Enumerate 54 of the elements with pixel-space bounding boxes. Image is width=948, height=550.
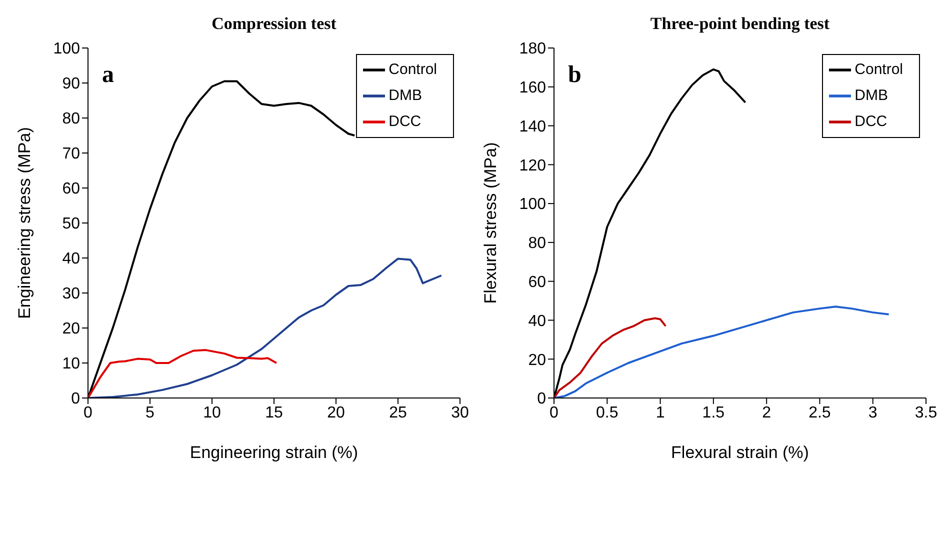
legend-label: Control [388,61,437,78]
y-tick-label: 160 [519,80,546,97]
legend-label: DCC [854,113,888,130]
y-tick-label: 140 [519,118,546,136]
y-axis-title: Engineering stress (MPa) [15,127,34,319]
x-tick-label: 15 [265,404,283,422]
x-axis-title: Flexural strain (%) [671,443,809,462]
x-tick-label: 25 [389,404,407,422]
y-tick-label: 100 [519,196,546,214]
chart-title: Three-point bending test [649,14,831,34]
y-tick-label: 40 [528,312,546,330]
y-tick-label: 80 [62,110,80,128]
x-tick-label: 5 [146,404,155,422]
y-tick-label: 0 [71,390,80,408]
annotation: a [102,62,114,89]
x-tick-label: 20 [327,404,345,422]
y-tick-label: 50 [62,216,80,233]
x-tick-label: 2 [762,404,772,422]
y-axis-title: Flexural stress (MPa) [481,142,500,304]
annotation: b [568,62,582,89]
x-axis-title: Engineering strain (%) [190,443,358,462]
y-tick-label: 40 [62,250,80,268]
y-tick-label: 70 [62,146,80,163]
line-series [88,349,278,398]
x-tick-label: 2.5 [808,404,831,422]
x-tick-label: 1.5 [702,404,725,422]
y-tick-label: 20 [528,352,546,369]
legend-label: DMB [854,87,888,104]
x-tick-label: 0.5 [596,404,618,422]
legend-label: DCC [388,113,422,130]
x-tick-label: 0 [550,404,559,422]
x-tick-label: 3.5 [914,404,938,422]
x-tick-label: 10 [203,404,221,422]
legend-label: DMB [388,87,422,104]
y-tick-label: 0 [537,390,546,408]
line-series [554,306,890,398]
y-tick-label: 80 [528,235,546,252]
x-tick-label: 30 [451,404,469,422]
y-tick-label: 120 [519,157,546,174]
legend-label: Control [854,61,903,78]
y-tick-label: 180 [519,40,546,58]
y-tick-label: 60 [528,274,546,292]
y-tick-label: 10 [62,356,80,373]
y-tick-label: 100 [53,40,80,58]
line-series [88,258,442,398]
x-tick-label: 0 [84,404,93,422]
y-tick-label: 90 [62,76,80,93]
line-series [554,317,667,398]
x-tick-label: 1 [656,404,665,422]
y-tick-label: 30 [62,286,80,303]
y-tick-label: 60 [62,180,80,198]
chart-title: Compression test [210,14,338,34]
x-tick-label: 3 [868,404,878,422]
y-tick-label: 20 [62,320,80,338]
